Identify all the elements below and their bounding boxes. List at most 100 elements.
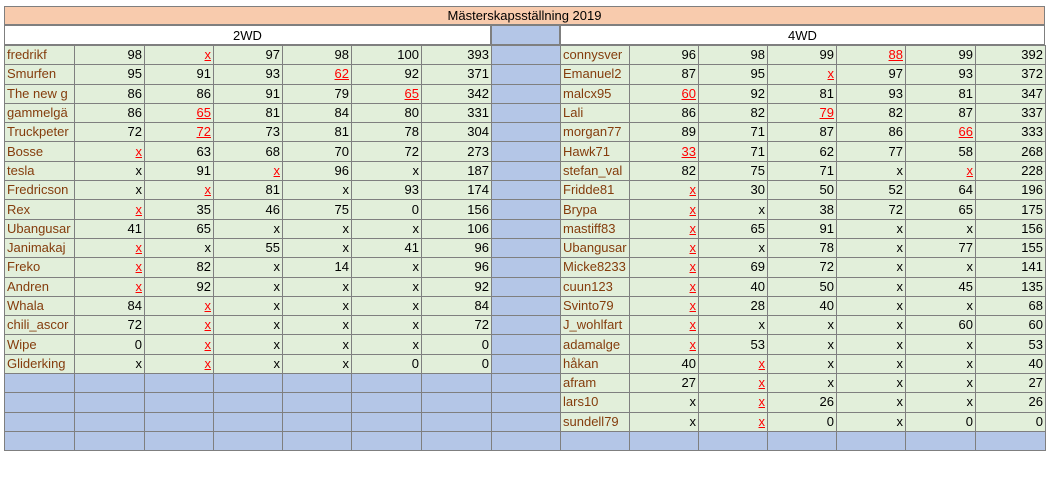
separator-cell[interactable] [491,218,561,239]
left-score-cell[interactable]: x [282,353,352,375]
right-score-cell[interactable]: x [836,373,906,394]
right-score-cell[interactable]: 98 [698,44,768,66]
left-score-cell[interactable]: 93 [351,180,422,201]
separator-cell[interactable] [491,373,561,394]
left-score-cell[interactable]: 96 [421,237,492,259]
right-score-cell[interactable]: 86 [629,102,699,124]
left-score-cell[interactable]: x [282,334,352,355]
right-score-cell[interactable]: 156 [975,218,1046,239]
right-score-cell[interactable]: 79 [767,102,837,124]
empty-cell[interactable] [351,430,422,452]
right-score-cell[interactable]: 89 [629,122,699,143]
left-score-cell[interactable]: 81 [213,180,283,201]
right-driver-name[interactable]: Brypa [560,199,630,220]
right-score-cell[interactable]: 77 [836,141,906,162]
left-driver-name[interactable]: Freko [4,257,75,278]
right-score-cell[interactable]: 0 [905,411,976,432]
right-score-cell[interactable]: 81 [905,83,976,104]
left-score-cell[interactable]: x [74,257,145,278]
right-score-cell[interactable]: 68 [975,295,1046,317]
right-score-cell[interactable]: 50 [767,276,837,297]
left-score-cell[interactable]: 86 [144,83,214,104]
header-2wd[interactable]: 2WD [4,25,491,45]
right-driver-name[interactable]: Hawk71 [560,141,630,162]
left-score-cell[interactable]: x [351,160,422,182]
right-score-cell[interactable]: 87 [767,122,837,143]
right-score-cell[interactable]: 135 [975,276,1046,297]
left-score-cell[interactable]: 41 [351,237,422,259]
left-driver-name[interactable]: Whala [4,295,75,317]
right-driver-name[interactable]: Ubangusar [560,237,630,259]
left-driver-name[interactable]: Rex [4,199,75,220]
right-score-cell[interactable]: x [836,334,906,355]
left-score-cell[interactable]: x [213,295,283,317]
left-score-cell[interactable]: 63 [144,141,214,162]
left-score-cell[interactable]: x [282,295,352,317]
right-score-cell[interactable]: 78 [767,237,837,259]
left-score-cell[interactable]: 84 [421,295,492,317]
left-score-cell[interactable]: 91 [144,64,214,85]
left-score-cell[interactable]: x [74,160,145,182]
right-score-cell[interactable]: x [905,353,976,375]
right-driver-name[interactable]: Lali [560,102,630,124]
left-score-cell[interactable]: x [351,315,422,336]
right-score-cell[interactable]: 75 [698,160,768,182]
right-score-cell[interactable]: x [767,334,837,355]
right-score-cell[interactable]: 60 [629,83,699,104]
right-score-cell[interactable]: 53 [698,334,768,355]
left-score-cell[interactable]: x [213,160,283,182]
left-score-cell[interactable]: 0 [421,353,492,375]
empty-cell[interactable] [144,392,214,413]
left-score-cell[interactable]: x [74,353,145,375]
empty-cell[interactable] [421,392,492,413]
left-score-cell[interactable]: 91 [144,160,214,182]
left-score-cell[interactable]: 55 [213,237,283,259]
left-score-cell[interactable]: 98 [74,44,145,66]
empty-cell[interactable] [351,411,422,432]
right-score-cell[interactable]: 33 [629,141,699,162]
right-score-cell[interactable]: x [836,411,906,432]
left-score-cell[interactable]: 86 [74,83,145,104]
left-score-cell[interactable]: 46 [213,199,283,220]
left-score-cell[interactable]: x [74,141,145,162]
right-score-cell[interactable]: 40 [629,353,699,375]
left-score-cell[interactable]: x [74,180,145,201]
right-driver-name[interactable]: Fridde81 [560,180,630,201]
right-score-cell[interactable]: 65 [905,199,976,220]
left-score-cell[interactable]: 96 [282,160,352,182]
sheet-title[interactable]: Mästerskapsställning 2019 [4,6,1045,25]
right-score-cell[interactable]: x [905,334,976,355]
right-score-cell[interactable]: x [836,392,906,413]
empty-cell[interactable] [421,411,492,432]
right-score-cell[interactable]: x [629,392,699,413]
right-score-cell[interactable]: 93 [836,83,906,104]
empty-cell[interactable] [144,373,214,394]
right-score-cell[interactable]: x [629,411,699,432]
right-driver-name[interactable]: Emanuel2 [560,64,630,85]
left-score-cell[interactable]: x [213,315,283,336]
right-driver-name[interactable]: stefan_val [560,160,630,182]
empty-cell[interactable] [74,411,145,432]
right-score-cell[interactable]: 88 [836,44,906,66]
right-score-cell[interactable]: 347 [975,83,1046,104]
right-score-cell[interactable]: 97 [836,64,906,85]
right-score-cell[interactable]: 95 [698,64,768,85]
right-score-cell[interactable]: 196 [975,180,1046,201]
right-score-cell[interactable]: 87 [629,64,699,85]
right-score-cell[interactable]: x [767,64,837,85]
left-score-cell[interactable]: 91 [213,83,283,104]
empty-cell[interactable] [4,430,75,452]
left-score-cell[interactable]: 14 [282,257,352,278]
left-score-cell[interactable]: 106 [421,218,492,239]
right-score-cell[interactable]: 141 [975,257,1046,278]
left-score-cell[interactable]: 86 [74,102,145,124]
right-score-cell[interactable]: 337 [975,102,1046,124]
left-score-cell[interactable]: x [282,237,352,259]
right-score-cell[interactable]: 27 [975,373,1046,394]
left-driver-name[interactable]: tesla [4,160,75,182]
right-score-cell[interactable]: 40 [698,276,768,297]
left-score-cell[interactable]: 81 [213,102,283,124]
empty-cell[interactable] [144,430,214,452]
left-score-cell[interactable]: x [351,295,422,317]
right-score-cell[interactable]: 69 [698,257,768,278]
